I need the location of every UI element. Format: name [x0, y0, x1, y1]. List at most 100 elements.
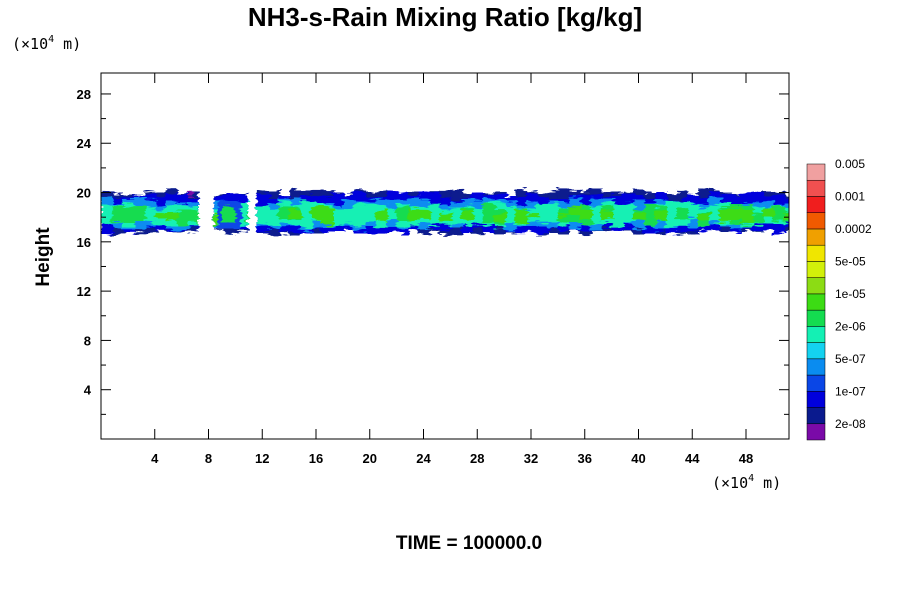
field-cell: [450, 207, 463, 224]
y-tick-label: 16: [77, 235, 91, 250]
field-cell: [101, 204, 114, 224]
field-cell: [772, 207, 786, 221]
y-unit-exponent: 4: [48, 34, 54, 45]
field-cell: [310, 206, 324, 220]
field-cell: [332, 208, 345, 226]
colorbar-label: 0.005: [835, 157, 865, 171]
colorbar-swatch: [806, 261, 826, 278]
colorbar-swatch: [806, 309, 826, 327]
y-tick-label: 20: [77, 186, 91, 201]
field-cell: [665, 200, 678, 228]
colorbar-swatch: [806, 342, 826, 360]
field-cell: [428, 203, 442, 226]
colorbar-swatch: [806, 228, 826, 246]
field-cell: [547, 204, 560, 222]
colorbar-swatch: [806, 244, 826, 262]
field-cell: [154, 214, 168, 219]
y-unit-suffix: m): [54, 35, 81, 53]
field-cell: [375, 210, 388, 221]
svg-text:(×104 m): (×104 m): [12, 34, 81, 53]
x-tick-label: 4: [151, 451, 159, 466]
field-cell: [611, 202, 625, 228]
field-cell: [353, 204, 367, 225]
x-unit-suffix: m): [754, 474, 781, 492]
field-cell: [557, 212, 571, 218]
field-cell: [590, 206, 603, 223]
x-axis-unit: (×104 m): [712, 473, 781, 492]
colorbar-label: 0.001: [835, 189, 865, 203]
colorbar-swatch: [806, 423, 826, 441]
x-tick-label: 16: [309, 451, 323, 466]
y-axis-ticks: 4 8 12 16 20 24 28: [77, 87, 789, 415]
colorbar: 2e-08 1e-07 5e-07 2e-06 1e-05 5e-05 0.0002 0.00…: [806, 157, 872, 441]
x-tick-label: 44: [685, 451, 700, 466]
colorbar-swatch: [806, 326, 826, 343]
field-cell: [740, 209, 754, 224]
colorbar-swatch: [806, 407, 826, 425]
field-cell: [471, 208, 485, 226]
field-cell: [633, 212, 646, 219]
field-cell: [407, 208, 420, 221]
field-cell: [751, 213, 764, 224]
x-tick-label: 28: [470, 451, 484, 466]
field-cell: [385, 210, 399, 220]
x-axis-ticks: 4 8 12 16 20 24 28 32 36 40 44 48: [151, 73, 753, 466]
field-cell: [187, 210, 199, 221]
field-cell: [622, 203, 635, 222]
field-cell: [482, 204, 496, 224]
chart-title: NH3-s-Rain Mixing Ratio [kg/kg]: [248, 2, 642, 32]
field-cell: [321, 208, 334, 226]
y-axis-unit: (×104 m): [12, 34, 81, 53]
x-tick-label: 40: [631, 451, 645, 466]
colorbar-swatch: [806, 179, 826, 197]
colorbar-label: 5e-07: [835, 352, 866, 366]
colorbar-swatch: [806, 358, 826, 376]
y-tick-label: 28: [77, 87, 91, 102]
field-cell: [299, 200, 313, 228]
y-tick-label: 4: [84, 383, 92, 398]
field-cell: [762, 209, 775, 217]
field-cell: [568, 207, 582, 217]
field-cell: [418, 209, 431, 220]
colorbar-label: 0.0002: [835, 222, 872, 236]
field-cell: [654, 210, 668, 221]
svg-text:(×104 m): (×104 m): [712, 473, 781, 492]
x-unit-exponent: 4: [748, 473, 754, 484]
field-cell: [289, 209, 302, 219]
field-cell: [493, 214, 506, 223]
field-cell: [256, 206, 270, 223]
y-tick-label: 24: [77, 136, 92, 151]
colorbar-label: 1e-07: [835, 384, 866, 398]
field-cell: [729, 208, 743, 221]
field-cell: [133, 206, 146, 223]
field-cell: [342, 209, 356, 224]
field-cell: [719, 208, 732, 222]
field-cell: [708, 205, 721, 222]
field-cell: [396, 205, 410, 221]
field-cell: [600, 209, 614, 221]
colorbar-swatch: [806, 163, 826, 181]
field-cell: [514, 209, 528, 224]
field-cell: [504, 206, 517, 224]
field-cell: [111, 206, 125, 223]
field-cell: [364, 204, 377, 223]
field-cell: [122, 206, 136, 224]
field-cell: [165, 212, 179, 221]
field-cell: [144, 207, 157, 222]
field-cell: [536, 203, 549, 223]
field-cell: [686, 204, 700, 219]
field-cell: [221, 207, 236, 224]
y-unit-prefix: (×10: [12, 35, 48, 53]
field-cell: [278, 205, 291, 219]
colorbar-swatch: [806, 212, 826, 230]
colorbar-swatch: [806, 196, 826, 213]
x-tick-label: 12: [255, 451, 269, 466]
field-cell: [697, 214, 711, 221]
field-cell: [643, 204, 657, 226]
colorbar-label: 1e-05: [835, 287, 866, 301]
colorbar-swatch: [806, 374, 826, 392]
field-cell: [176, 210, 189, 227]
colorbar-label: 2e-08: [835, 417, 866, 431]
mixing-ratio-field: [101, 188, 789, 236]
